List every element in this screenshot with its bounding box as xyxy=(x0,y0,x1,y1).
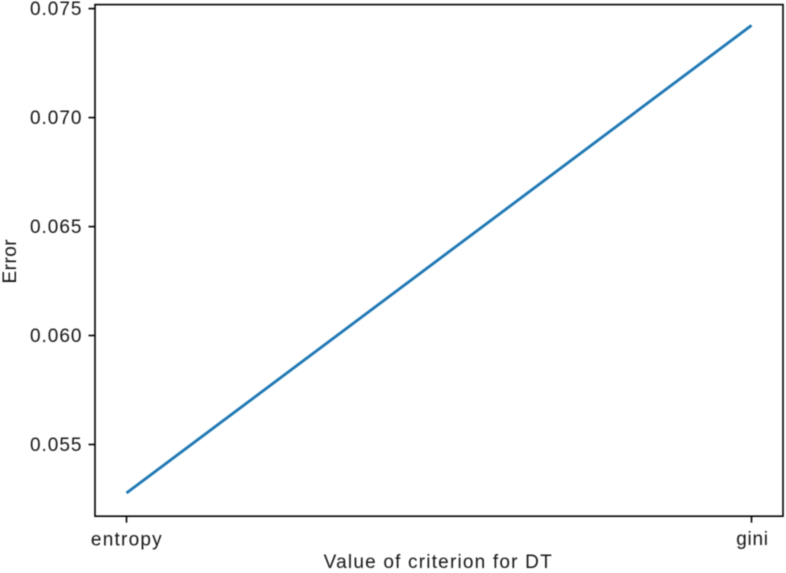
svg-text:0.055: 0.055 xyxy=(30,435,83,456)
svg-text:0.060: 0.060 xyxy=(30,326,83,347)
svg-text:gini: gini xyxy=(736,529,769,550)
svg-text:Error: Error xyxy=(0,239,21,284)
svg-text:Value of criterion for DT: Value of criterion for DT xyxy=(324,552,553,573)
svg-text:0.075: 0.075 xyxy=(30,0,83,20)
svg-text:0.065: 0.065 xyxy=(30,217,83,238)
svg-text:entropy: entropy xyxy=(91,529,163,550)
svg-text:0.070: 0.070 xyxy=(30,108,83,129)
